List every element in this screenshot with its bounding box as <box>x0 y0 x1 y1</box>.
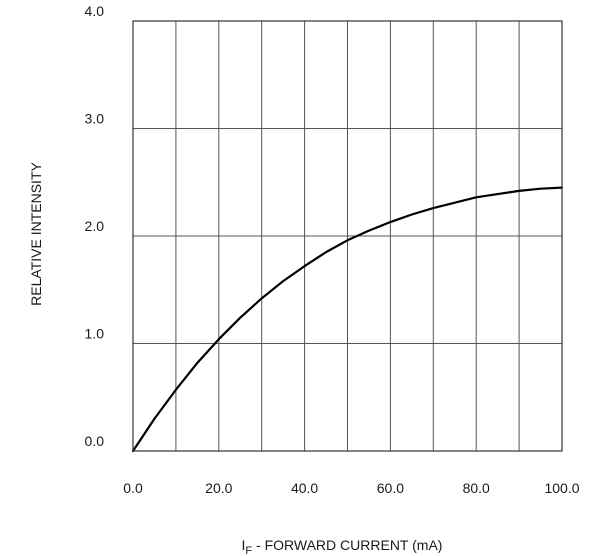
x-tick-label-1: 20.0 <box>205 480 232 496</box>
x-tick-label-2: 40.0 <box>291 480 318 496</box>
x-axis-label-rest: - FORWARD CURRENT (mA) <box>252 537 442 553</box>
x-tick-label-3: 60.0 <box>377 480 404 496</box>
plot-border <box>132 20 563 452</box>
x-tick-label-0: 0.0 <box>123 480 143 496</box>
y-tick-label-4: 4.0 <box>85 3 105 19</box>
x-tick-label-5: 100.0 <box>544 480 579 496</box>
y-tick-label-3: 3.0 <box>85 111 105 127</box>
series-layer <box>131 186 564 453</box>
plot-frame <box>132 20 563 452</box>
x-tick-labels: 0.0 20.0 40.0 60.0 80.0 100.0 <box>123 480 579 496</box>
x-axis-label-subscript: F <box>245 545 252 556</box>
x-axis-label: IF - FORWARD CURRENT (mA) <box>242 537 443 556</box>
y-axis-label: RELATIVE INTENSITY <box>28 162 44 306</box>
x-axis-label-prefix: I <box>242 537 246 553</box>
x-tick-label-4: 80.0 <box>463 480 490 496</box>
series-line-0 <box>131 186 564 453</box>
y-tick-labels: 0.0 1.0 2.0 3.0 4.0 <box>85 3 105 449</box>
grid <box>132 20 563 452</box>
y-tick-label-0: 0.0 <box>85 433 105 449</box>
y-tick-label-1: 1.0 <box>85 326 105 342</box>
y-tick-label-2: 2.0 <box>85 218 105 234</box>
